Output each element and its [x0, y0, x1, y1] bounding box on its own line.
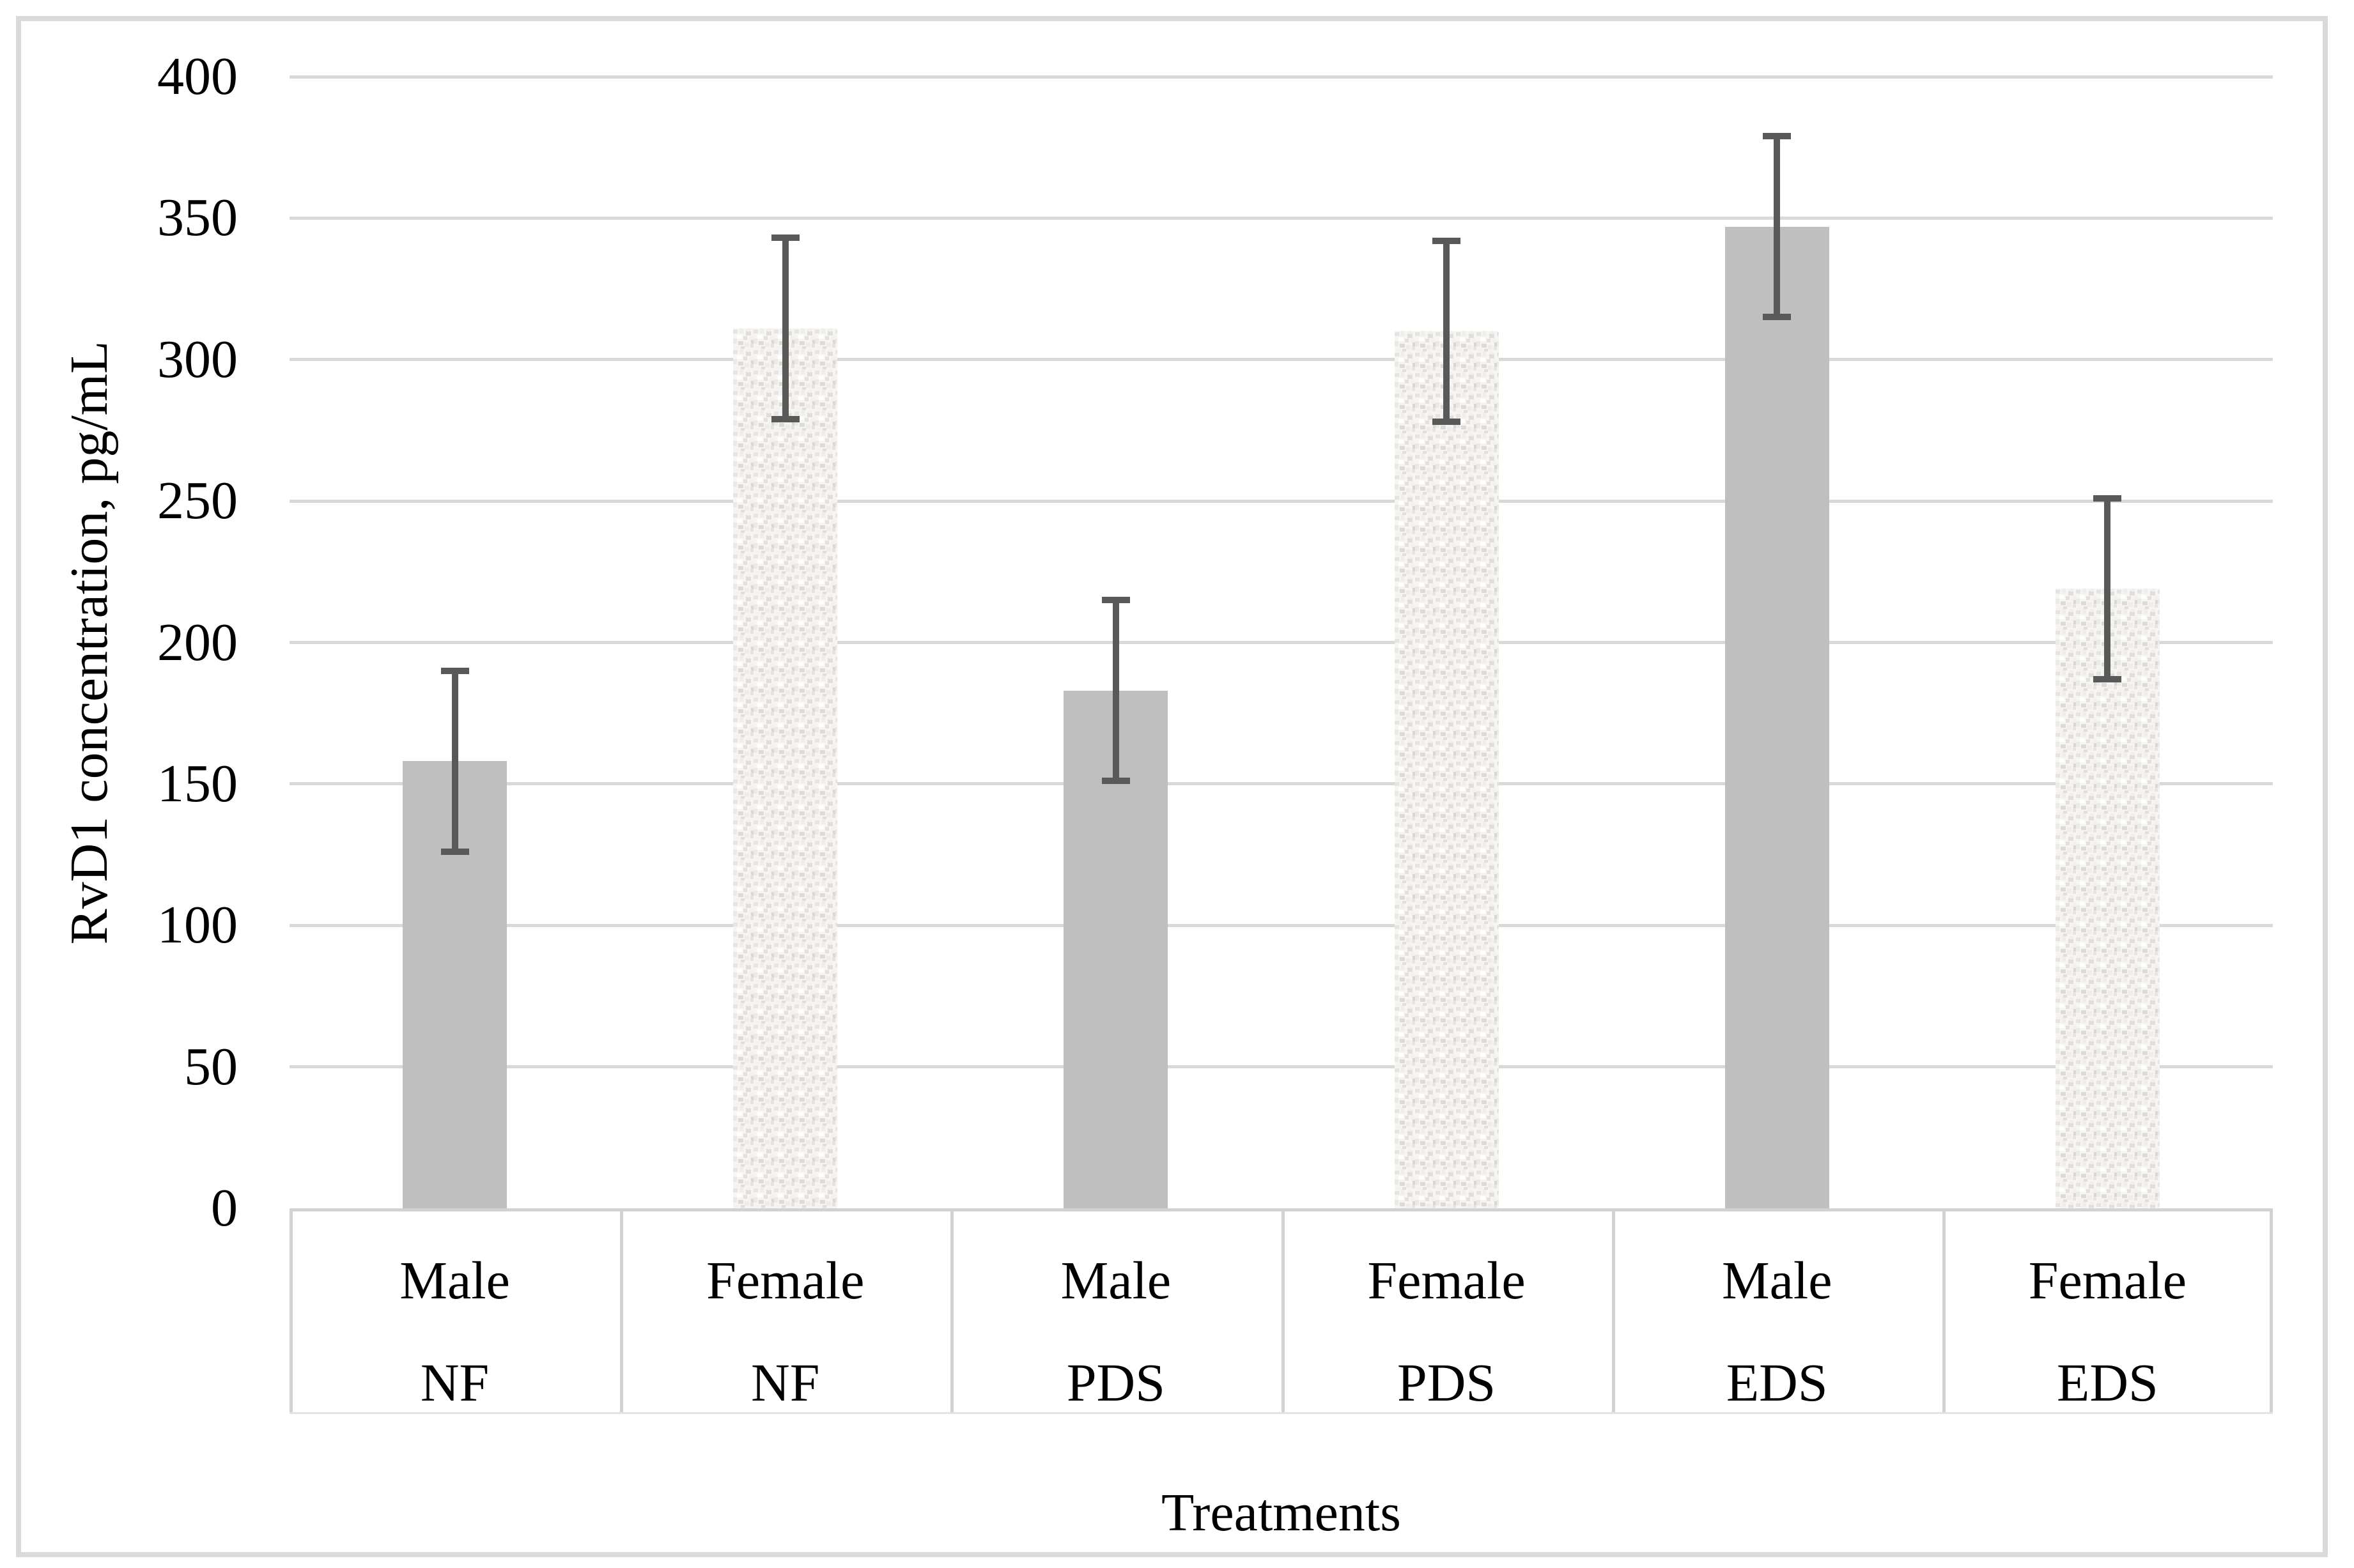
error-bar-cap-top-female-pds — [1432, 237, 1461, 244]
y-tick-label-0: 0 — [211, 1178, 238, 1238]
category-gender-label-3: Female — [1367, 1251, 1526, 1311]
speckle-fill — [1394, 331, 1499, 1208]
bar-female-nf — [733, 328, 838, 1208]
error-bar-cap-top-male-nf — [440, 667, 469, 674]
error-bar-cap-bottom-female-pds — [1432, 419, 1461, 426]
gridline-300 — [290, 358, 2273, 362]
error-bar-line-female-nf — [782, 238, 789, 419]
y-tick-label-200: 200 — [157, 612, 238, 672]
error-bar-cap-bottom-female-eds — [2093, 676, 2122, 683]
category-treatment-label-5: EDS — [2057, 1353, 2158, 1413]
y-tick-label-150: 150 — [157, 753, 238, 813]
category-gender-label-2: Male — [1060, 1251, 1172, 1311]
category-gender-label-0: Male — [399, 1251, 510, 1311]
category-treatment-label-1: NF — [751, 1353, 820, 1413]
gridline-250 — [290, 499, 2273, 503]
category-separator-5 — [1942, 1211, 1946, 1412]
gridline-350 — [290, 216, 2273, 220]
error-bar-line-male-eds — [1774, 135, 1781, 318]
category-axis-area: Male NF Female NF Male PDS Female PDS Male EDS Fem… — [290, 1208, 2273, 1414]
speckle-fill — [2055, 588, 2160, 1208]
speckle-fill — [733, 328, 838, 1208]
error-bar-cap-top-female-nf — [771, 234, 800, 242]
gridline-50 — [290, 1065, 2273, 1069]
category-separator-0 — [290, 1211, 293, 1412]
y-tick-label-100: 100 — [157, 895, 238, 955]
category-gender-label-5: Female — [2028, 1251, 2187, 1311]
gridline-150 — [290, 782, 2273, 786]
category-treatment-label-3: PDS — [1397, 1353, 1496, 1413]
category-separator-2 — [950, 1211, 954, 1412]
error-bar-line-male-pds — [1112, 600, 1119, 781]
bar-female-pds — [1394, 331, 1499, 1208]
category-separator-1 — [620, 1211, 624, 1412]
gridline-100 — [290, 923, 2273, 927]
category-separator-3 — [1281, 1211, 1285, 1412]
category-separator-6 — [2270, 1211, 2273, 1412]
error-bar-cap-top-male-pds — [1101, 597, 1130, 604]
error-bar-cap-bottom-female-nf — [771, 415, 800, 422]
y-tick-label-400: 400 — [157, 47, 238, 106]
category-treatment-label-4: EDS — [1726, 1353, 1828, 1413]
y-tick-label-250: 250 — [157, 471, 238, 531]
bar-female-eds — [2055, 588, 2160, 1208]
gridline-400 — [290, 75, 2273, 79]
x-axis-title: Treatments — [1161, 1483, 1401, 1542]
category-treatment-label-2: PDS — [1066, 1353, 1165, 1413]
error-bar-cap-bottom-male-eds — [1763, 314, 1792, 321]
error-bar-cap-top-female-eds — [2093, 495, 2122, 502]
category-separator-4 — [1611, 1211, 1615, 1412]
category-gender-label-4: Male — [1721, 1251, 1832, 1311]
y-tick-label-300: 300 — [157, 329, 238, 389]
error-bar-line-male-nf — [451, 670, 458, 852]
error-bar-cap-bottom-male-pds — [1101, 778, 1130, 785]
gridline-200 — [290, 641, 2273, 644]
figure-border — [16, 16, 2328, 1557]
y-tick-label-50: 50 — [184, 1036, 238, 1096]
category-gender-label-1: Female — [706, 1251, 865, 1311]
error-bar-line-female-pds — [1443, 240, 1450, 422]
y-tick-label-350: 350 — [157, 188, 238, 248]
error-bar-line-female-eds — [2104, 498, 2111, 680]
category-treatment-label-0: NF — [420, 1353, 490, 1413]
bar-male-eds — [1724, 226, 1829, 1208]
error-bar-cap-top-male-eds — [1763, 132, 1792, 139]
error-bar-cap-bottom-male-nf — [440, 849, 469, 856]
